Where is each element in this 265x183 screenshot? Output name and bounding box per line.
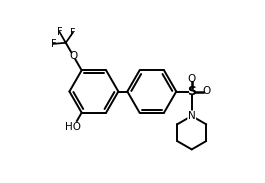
Text: F: F — [51, 39, 56, 49]
Text: F: F — [70, 28, 76, 38]
Text: HO: HO — [65, 122, 81, 132]
Text: N: N — [188, 111, 196, 121]
Text: O: O — [202, 87, 210, 96]
Text: N: N — [188, 111, 196, 121]
Text: S: S — [187, 85, 196, 98]
Text: F: F — [57, 27, 62, 37]
Text: O: O — [69, 51, 77, 61]
Text: O: O — [188, 74, 196, 84]
